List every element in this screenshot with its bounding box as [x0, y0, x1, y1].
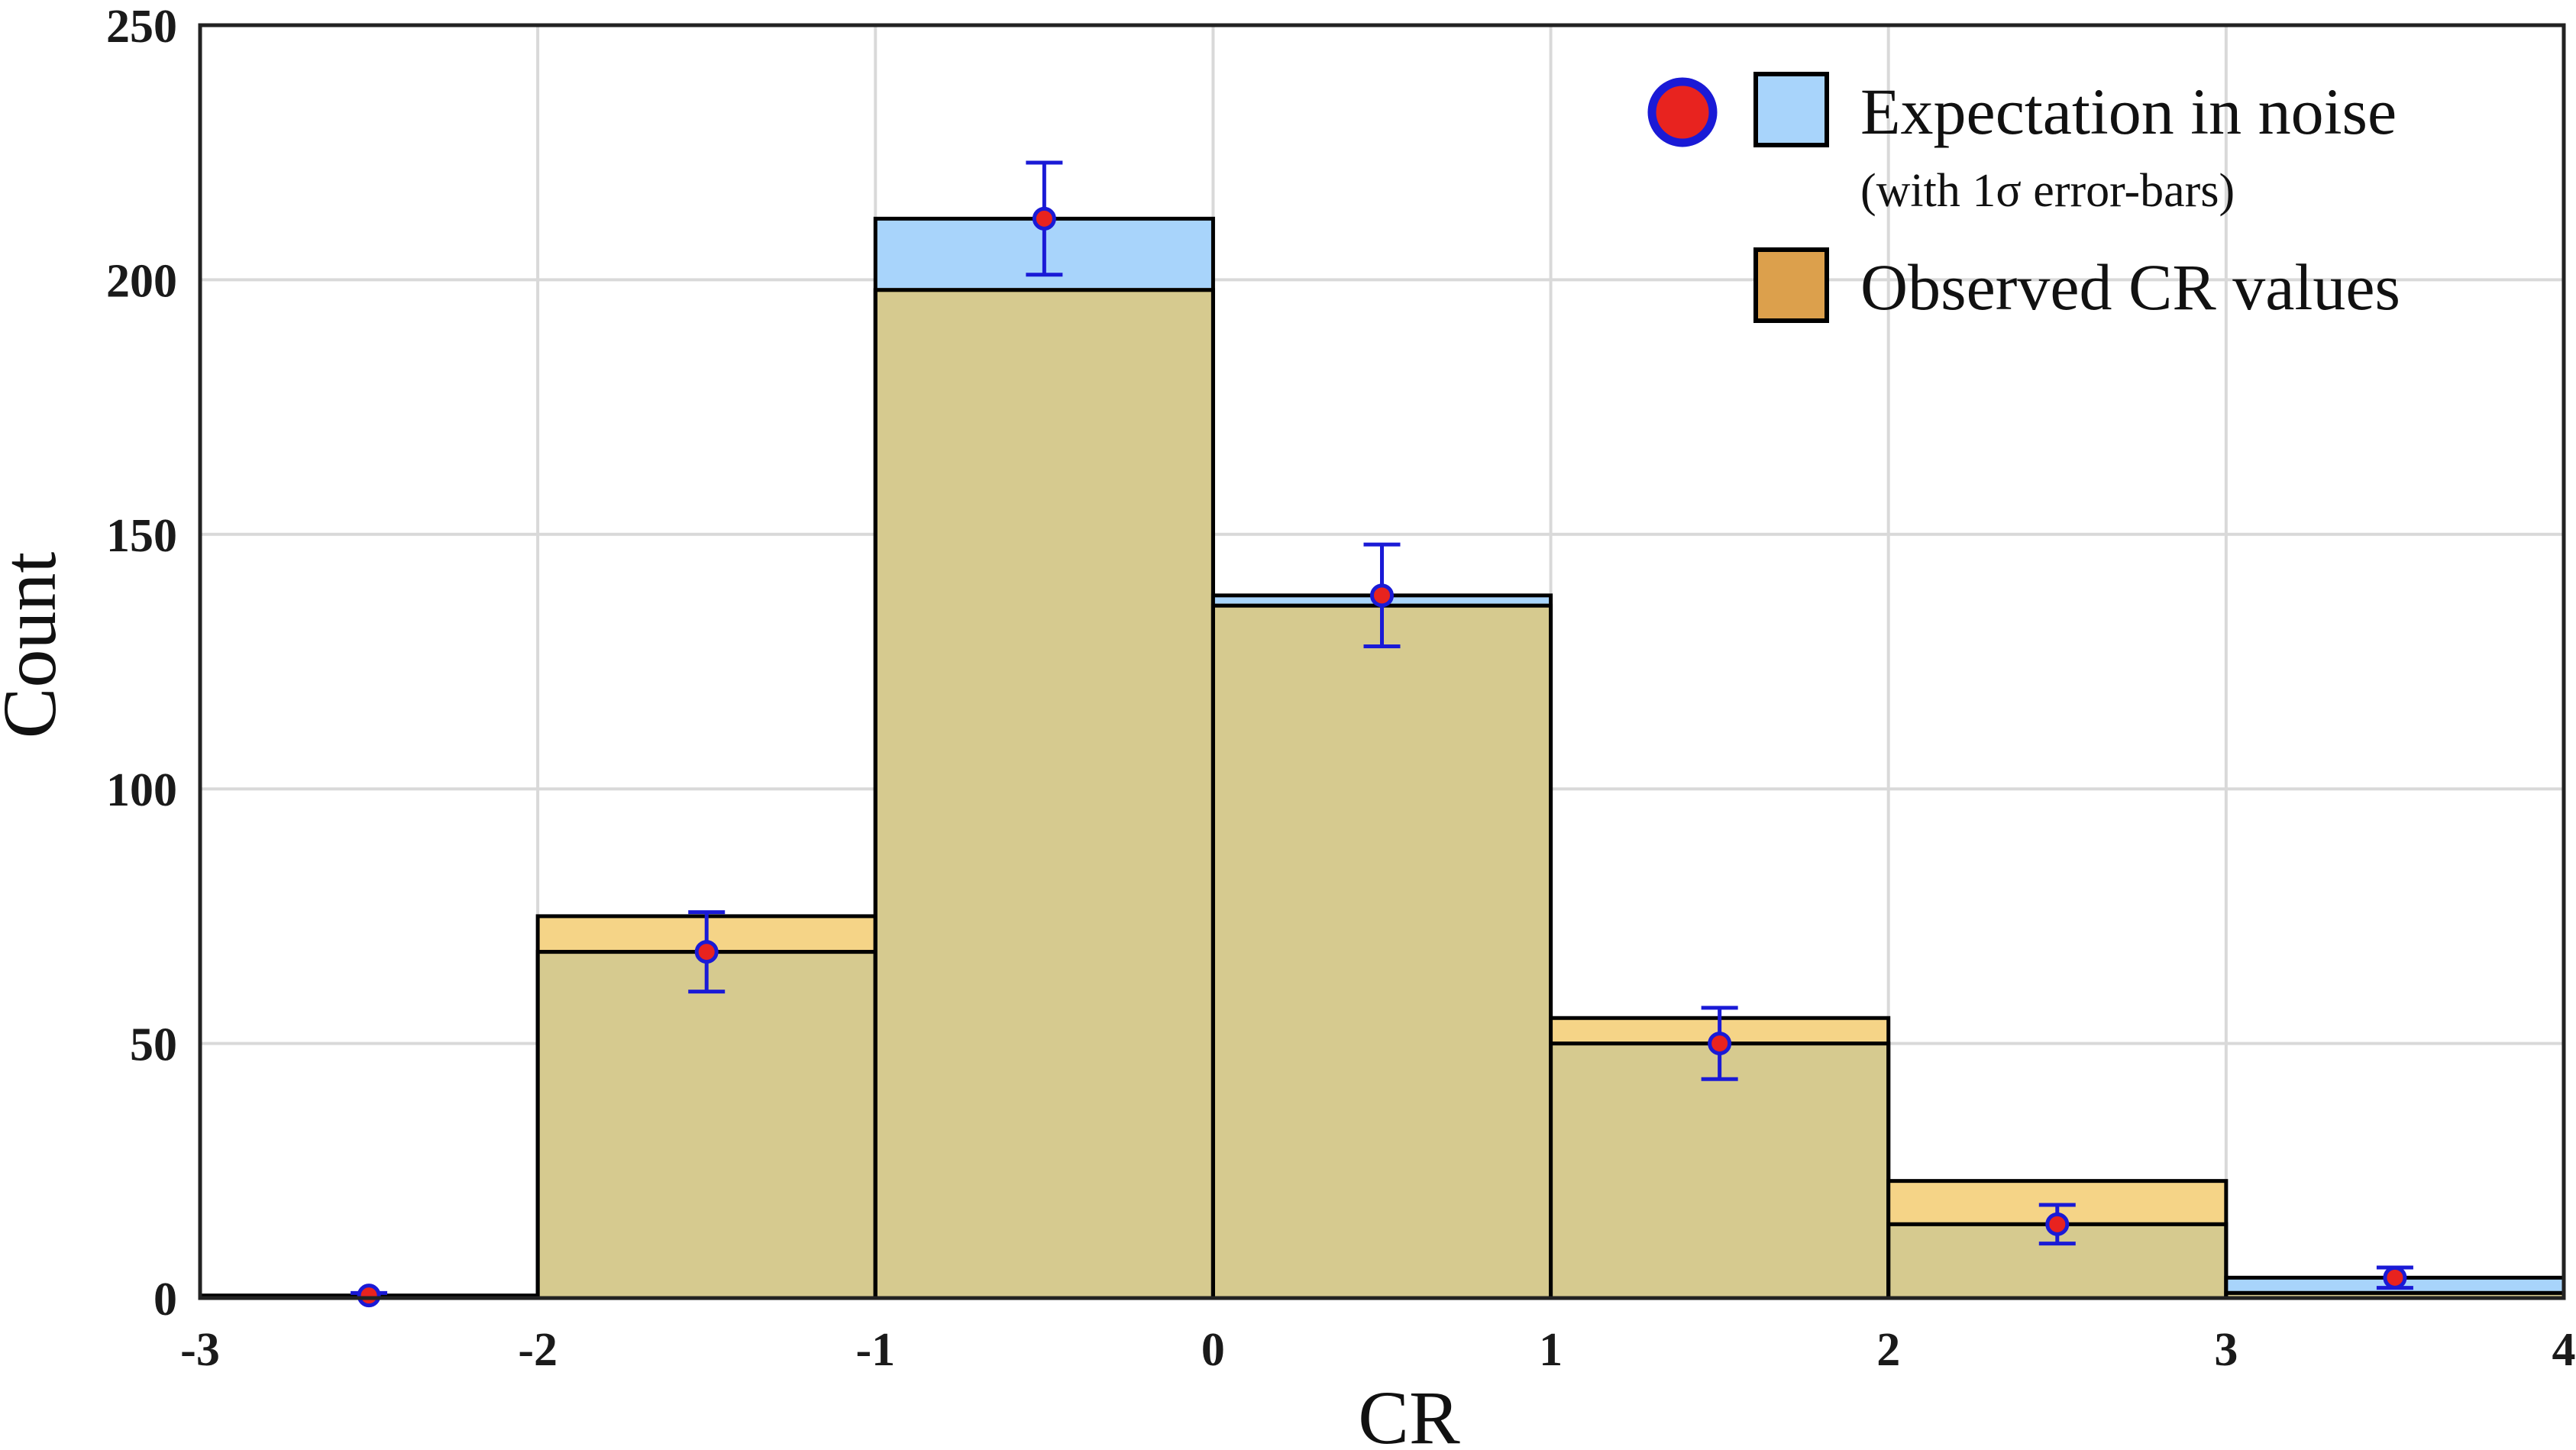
y-tick-label-1: 50	[130, 1019, 177, 1071]
y-tick-label-4: 200	[106, 255, 177, 307]
x-tick-label-4: 1	[1539, 1324, 1563, 1376]
y-tick-label-5: 250	[106, 1, 177, 53]
x-axis-title: CR	[1358, 1375, 1460, 1450]
y-axis-title: Count	[0, 552, 72, 739]
data-point-0	[359, 1286, 379, 1306]
legend-label-expectation: Expectation in noise	[1860, 75, 2397, 148]
x-tick-label-0: -3	[180, 1324, 220, 1376]
x-tick-label-7: 4	[2552, 1324, 2576, 1376]
legend-sublabel-expectation: (with 1σ error-bars)	[1860, 165, 2235, 217]
data-point-2	[1034, 208, 1054, 228]
legend-marker-expectation	[1652, 82, 1713, 143]
bar-overlap-4	[1551, 1044, 1889, 1298]
histogram-chart: -3 -2 -1 0 1 2 3 4 0 50 100 150 200 250 CR Count Expe…	[0, 0, 2576, 1450]
x-tick-label-5: 2	[1876, 1324, 1900, 1376]
bar-overlap-3	[1213, 606, 1550, 1298]
y-tick-label-0: 0	[154, 1274, 177, 1326]
x-tick-label-1: -2	[518, 1324, 558, 1376]
data-point-3	[1372, 586, 1392, 606]
data-point-1	[697, 942, 716, 962]
y-tick-label-2: 100	[106, 764, 177, 816]
legend-swatch-expectation	[1756, 74, 1827, 145]
legend-label-observed: Observed CR values	[1860, 250, 2400, 324]
bar-overlap-1	[538, 952, 875, 1298]
x-tick-label-2: -1	[855, 1324, 895, 1376]
x-tick-label-6: 3	[2214, 1324, 2238, 1376]
legend: Expectation in noise (with 1σ error-bars…	[1652, 74, 2400, 324]
y-tick-label-3: 150	[106, 510, 177, 562]
histogram-bars	[200, 218, 2564, 1298]
x-tick-label-3: 0	[1201, 1324, 1225, 1376]
bar-overlap-2	[875, 290, 1213, 1298]
data-point-5	[2048, 1214, 2067, 1234]
data-point-4	[1710, 1034, 1730, 1054]
data-point-6	[2385, 1268, 2405, 1287]
legend-swatch-observed	[1756, 250, 1827, 321]
